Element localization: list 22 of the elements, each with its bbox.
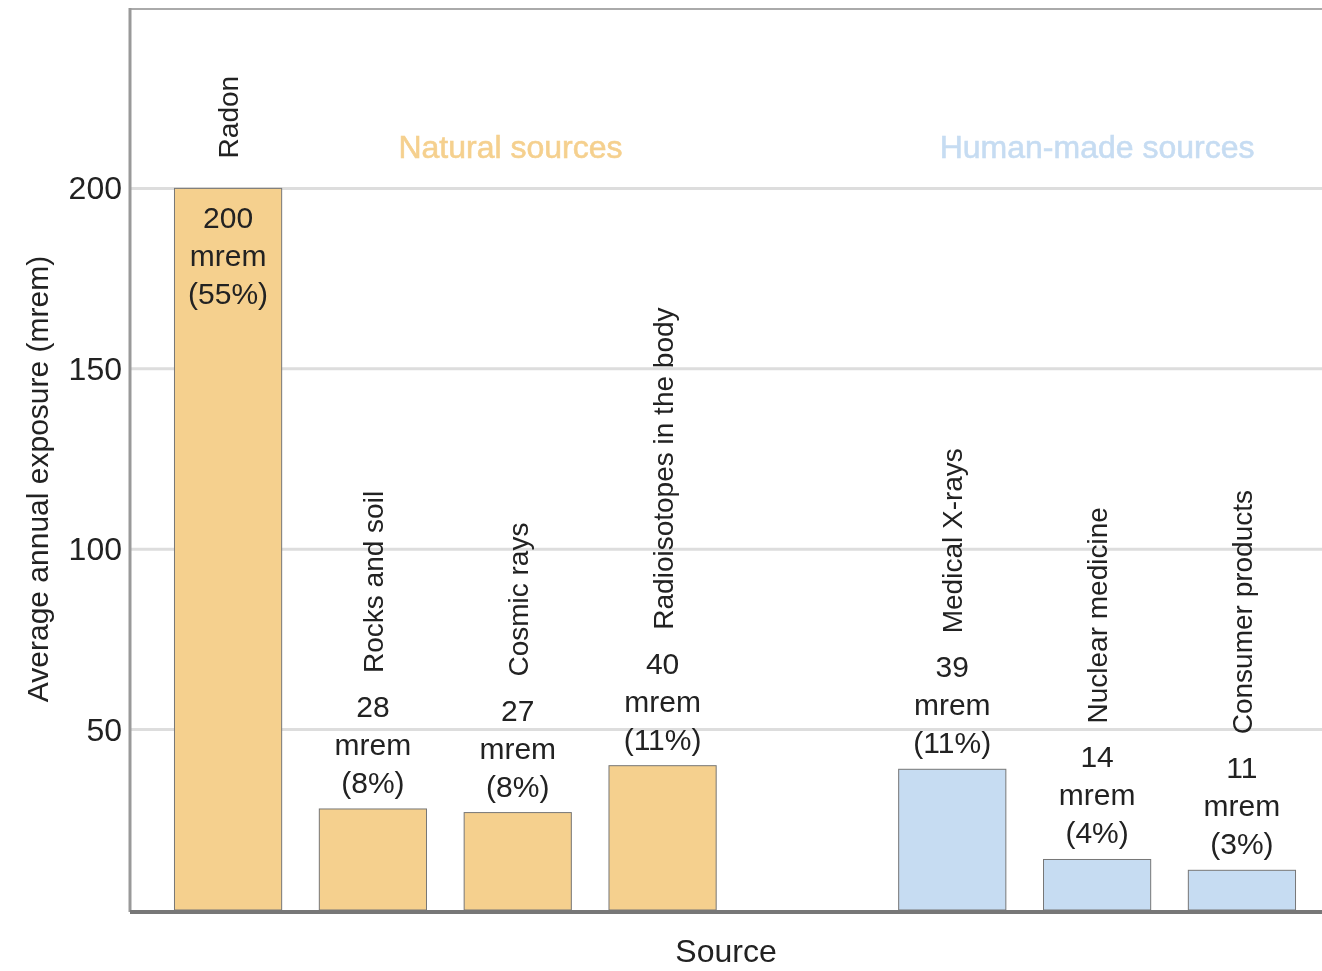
data-label: 14 mrem (4%)	[1058, 740, 1136, 850]
data-label: 39 mrem (11%)	[913, 650, 992, 760]
x-axis-title: Source	[675, 933, 777, 969]
data-label: 40 mrem (11%)	[623, 646, 702, 756]
data-label: 28 mrem (8%)	[334, 689, 412, 799]
data-label: 200 mrem (55%)	[188, 201, 269, 311]
x-tick-label: Radioisotopes in the body	[647, 307, 679, 630]
y-tick-label: 200	[68, 170, 122, 207]
y-tick-label: 100	[68, 531, 122, 568]
x-tick-label: Rocks and soil	[357, 490, 389, 673]
y-tick-label: 150	[68, 350, 122, 387]
text: Natural sources	[398, 129, 623, 165]
x-tick-label: Consumer products	[1226, 489, 1258, 735]
x-tick-label: Nuclear medicine	[1082, 507, 1114, 724]
y-tick-label: 50	[86, 711, 122, 748]
x-tick-label: Cosmic rays	[502, 522, 534, 677]
text: Human-made sources	[939, 129, 1255, 165]
x-tick-label: Radon	[213, 75, 245, 159]
data-label: 11 mrem (3%)	[1203, 751, 1281, 861]
y-axis-title: Average annual exposure (mrem)	[21, 255, 54, 703]
data-label: 27 mrem (8%)	[479, 693, 557, 803]
x-tick-label: Medical X-rays	[937, 448, 969, 634]
